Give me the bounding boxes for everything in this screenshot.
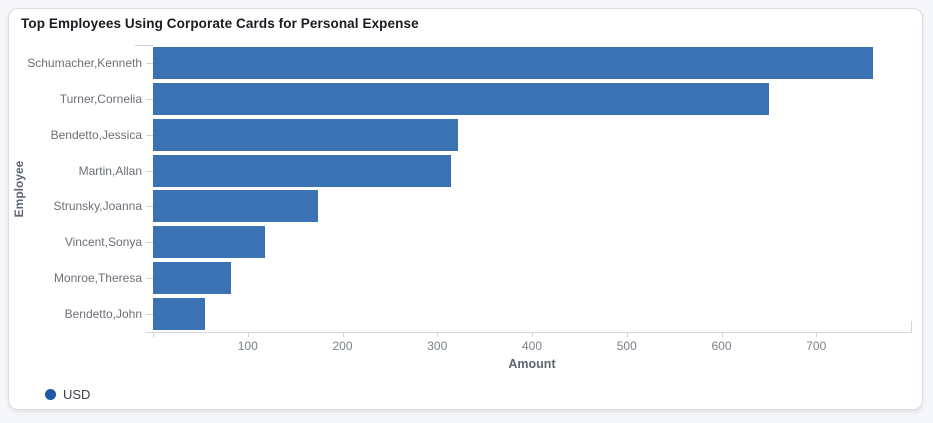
y-axis-tick — [146, 62, 153, 64]
y-axis-tick — [146, 278, 153, 280]
chart-card: Top Employees Using Corporate Cards for … — [8, 8, 923, 410]
y-axis-title: Employee — [12, 160, 26, 217]
chart-bar[interactable] — [153, 82, 769, 115]
chart-bar[interactable] — [153, 154, 452, 187]
chart-bar[interactable] — [153, 226, 265, 259]
y-category-label: Bendetto,Jessica — [50, 127, 142, 142]
x-tick-label: 400 — [521, 339, 543, 353]
y-axis-tick — [146, 206, 153, 208]
chart-bar[interactable] — [153, 262, 231, 295]
x-tick-label: 300 — [427, 339, 448, 353]
legend-dot-icon — [45, 388, 56, 400]
y-category-label: Martin,Allan — [78, 163, 142, 178]
chart-bar[interactable] — [153, 118, 459, 151]
x-axis-title: Amount — [508, 357, 556, 371]
x-axis-tick — [626, 332, 628, 337]
x-axis-tick — [721, 332, 723, 337]
y-category-label: Monroe,Theresa — [53, 271, 142, 286]
y-axis-tick — [146, 170, 153, 172]
legend-label: USD — [63, 386, 91, 402]
x-axis-tick — [532, 332, 533, 337]
x-axis-tick — [153, 332, 154, 337]
legend-item-usd[interactable]: USD — [45, 382, 90, 406]
x-tick-label: 700 — [806, 339, 827, 353]
y-axis-tick — [146, 242, 153, 244]
chart-area: Schumacher,Kenneth Turner,Cornelia Bendett… — [9, 9, 922, 409]
x-tick-label: 200 — [332, 339, 353, 353]
chart-bar[interactable] — [153, 298, 206, 331]
x-axis-tick — [247, 332, 249, 337]
y-category-label: Turner,Cornelia — [59, 91, 142, 106]
x-tick-label: 100 — [237, 339, 258, 353]
y-axis-tick — [146, 98, 153, 100]
y-category-label: Strunsky,Joanna — [53, 199, 143, 214]
x-axis-end-tick — [911, 321, 912, 332]
x-tick-label: 600 — [711, 339, 732, 353]
x-tick-label: 500 — [616, 339, 637, 353]
y-category-label: Schumacher,Kenneth — [27, 55, 142, 70]
chart-title: Top Employees Using Corporate Cards for … — [21, 16, 419, 31]
y-category-label: Bendetto,John — [64, 307, 142, 322]
x-axis-tick — [816, 332, 818, 337]
chart-bar[interactable] — [153, 190, 318, 223]
y-axis-tick — [146, 314, 153, 316]
x-axis-line — [146, 332, 912, 333]
y-category-label: Vincent,Sonya — [64, 235, 142, 250]
y-axis-tick — [146, 134, 153, 136]
y-axis-top-tick — [135, 44, 153, 46]
x-axis-tick — [342, 332, 344, 337]
x-axis-tick — [437, 332, 439, 337]
chart-bar[interactable] — [153, 46, 874, 79]
